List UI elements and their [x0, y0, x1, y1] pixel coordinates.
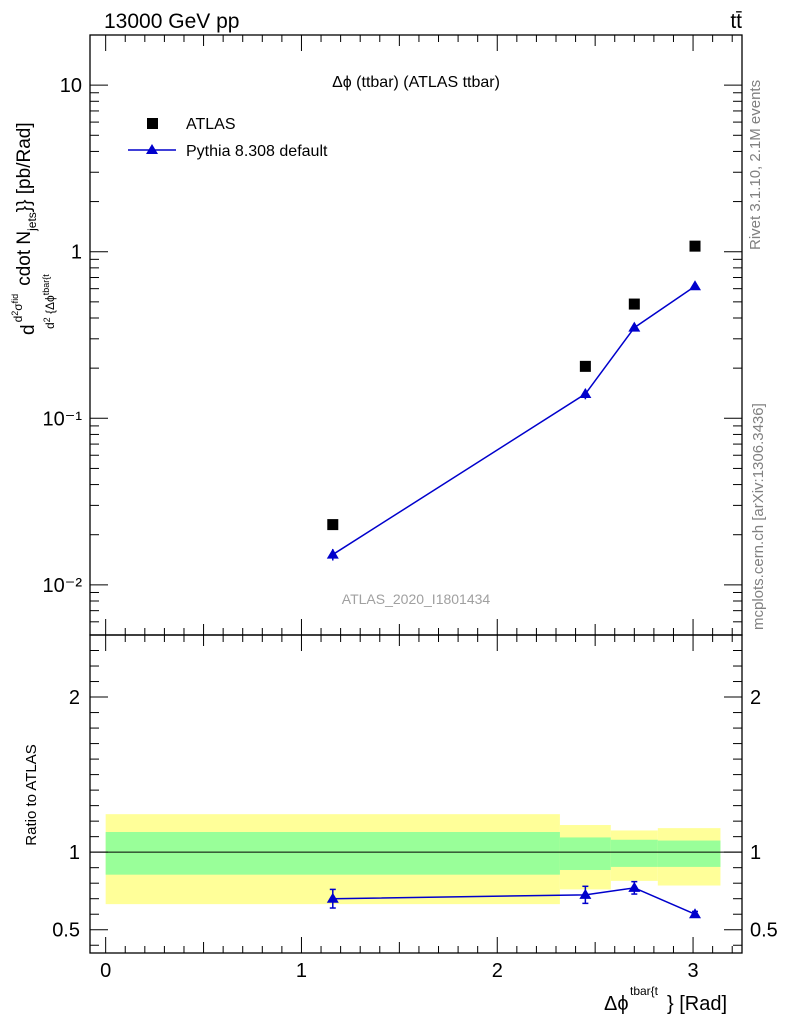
atlas-point [579, 360, 591, 372]
ratio-band-inner [657, 840, 721, 867]
svg-text:dd2σfidcdot Njets}} [pb/Rad]: dd2σfidcdot Njets}} [pb/Rad] [10, 122, 39, 335]
x-axis-label: Δϕ tbar{t } [Rad] [604, 984, 727, 1015]
ratio-mc-point [579, 888, 592, 899]
mc-point [628, 321, 641, 332]
x-tick-label: 2 [492, 960, 503, 982]
ratio-y-tick-label-left: 1 [69, 842, 80, 864]
beam-label: 13000 GeV pp [104, 10, 239, 33]
legend-mc-label: Pythia 8.308 default [186, 143, 328, 160]
ratio-band-inner [105, 832, 560, 875]
ratio-frame [89, 634, 743, 954]
ratio-y-tick-label-left: 0.5 [52, 920, 80, 942]
main-panel: 10⁻² 10⁻¹ 1 10 Δϕ (ttbar) (ATLAS ttbar) ATL… [10, 34, 743, 636]
ratio-mc-point [326, 892, 339, 903]
mc-point [579, 387, 592, 398]
legend: ATLAS Pythia 8.308 default [128, 116, 328, 160]
mc-point [326, 548, 339, 559]
main-y-tick-label: 10⁻² [43, 575, 83, 597]
legend-mc-marker [146, 144, 158, 154]
ratio-y-tick-label-right: 0.5 [750, 920, 778, 942]
atlas-point [689, 240, 701, 252]
main-y-tick-label: 1 [71, 242, 82, 264]
ratio-y-axis-label: Ratio to ATLAS [23, 744, 40, 845]
ratio-band-inner [610, 839, 658, 867]
mcplots-label: mcplots.cern.ch [arXiv:1306.3436] [750, 403, 767, 630]
mc-point [689, 280, 702, 291]
svg-text:Δϕ: Δϕ [604, 993, 629, 1015]
legend-atlas-marker [147, 118, 158, 129]
x-tick-label: 0 [100, 960, 111, 982]
ratio-mc-point [689, 908, 702, 919]
ratio-y-tick-label-right: 1 [750, 842, 761, 864]
atlas-point [327, 519, 339, 531]
main-y-tick-label: 10⁻¹ [43, 408, 83, 430]
ratio-y-tick-label-left: 2 [69, 687, 80, 709]
main-title: Δϕ (ttbar) (ATLAS ttbar) [332, 74, 500, 91]
ratio-mc-point [628, 881, 641, 892]
rivet-label: Rivet 3.1.10, 2.1M events [747, 80, 764, 250]
process-label: tt̄ [730, 10, 742, 33]
mc-line [332, 285, 696, 556]
ratio-panel: 0.5 0.5 1 1 2 2 0 1 2 3 Ratio to ATLAS Δϕ tbar{t … [23, 634, 778, 1015]
ratio-mc-line [332, 887, 696, 915]
main-y-axis-label: dd2σfidcdot Njets}} [pb/Rad] d2 {Δϕtbar{… [10, 122, 57, 335]
x-tick-label: 1 [296, 960, 307, 982]
atlas-point [628, 298, 640, 310]
ratio-y-tick-label-right: 2 [750, 687, 761, 709]
svg-text:tbar{t: tbar{t [630, 984, 659, 998]
ratio-band-inner [559, 837, 611, 871]
legend-atlas-label: ATLAS [186, 116, 236, 133]
watermark: ATLAS_2020_I1801434 [342, 591, 491, 607]
main-y-tick-label: 10 [60, 75, 82, 97]
x-tick-label: 3 [687, 960, 698, 982]
svg-text:} [Rad]: } [Rad] [667, 993, 727, 1015]
svg-text:d2 {Δϕtbar{t: d2 {Δϕtbar{t [41, 274, 57, 329]
